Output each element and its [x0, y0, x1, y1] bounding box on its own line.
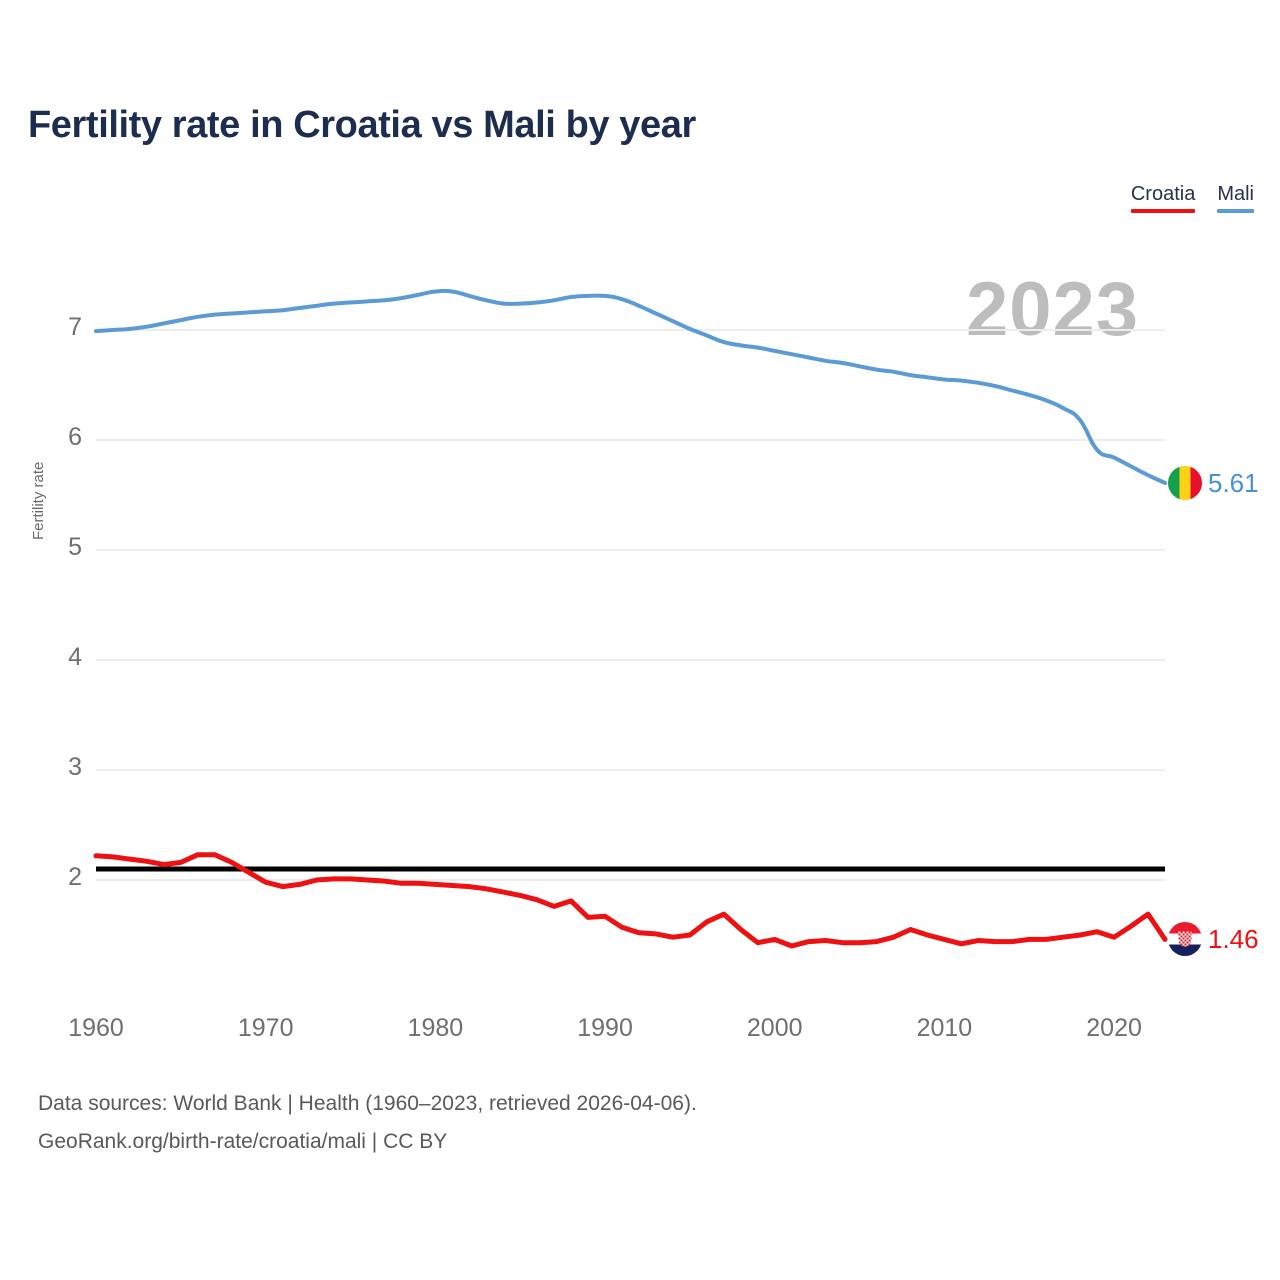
- x-tick-label: 1990: [577, 1014, 633, 1042]
- legend-item-croatia[interactable]: Croatia: [1130, 183, 1196, 213]
- latest-year-watermark: 2023: [966, 267, 1140, 352]
- x-tick-label: 2000: [746, 1014, 803, 1042]
- legend-item-mali[interactable]: Mali: [1217, 183, 1254, 213]
- y-tick-label: 7: [68, 313, 82, 341]
- chart-legend: Croatia Mali: [1130, 183, 1254, 213]
- y-tick-label: 4: [68, 643, 82, 671]
- endpoint-marker-mali[interactable]: 5.61: [1168, 465, 1259, 500]
- y-tick-label: 2: [68, 863, 82, 891]
- footer-attribution: Data sources: World Bank | Health (1960–…: [38, 1085, 697, 1161]
- series-line-croatia[interactable]: [93, 852, 1168, 949]
- croatia-flag-icon: [1168, 922, 1202, 957]
- footer-url-license: GeoRank.org/birth-rate/croatia/mali | CC…: [38, 1130, 448, 1153]
- x-tick-label: 1980: [407, 1014, 464, 1042]
- endpoint-marker-croatia[interactable]: 1.46: [1168, 922, 1259, 957]
- x-tick-label: 2020: [1086, 1014, 1142, 1042]
- footer-data-sources: Data sources: World Bank | Health (1960–…: [38, 1092, 697, 1115]
- x-tick-label: 2010: [916, 1014, 973, 1042]
- croatia-coat-of-arms-icon: [1178, 931, 1192, 947]
- x-tick-label: 1960: [68, 1014, 124, 1042]
- endpoint-value-mali: 5.61: [1208, 467, 1259, 498]
- legend-label-mali: Mali: [1217, 183, 1254, 205]
- legend-swatch-mali: [1217, 209, 1254, 213]
- legend-swatch-croatia: [1130, 209, 1196, 213]
- endpoint-value-croatia: 1.46: [1208, 924, 1259, 955]
- y-tick-label: 5: [68, 533, 82, 561]
- page-title: Fertility rate in Croatia vs Mali by yea…: [28, 104, 696, 146]
- y-tick-label: 3: [68, 753, 82, 781]
- x-tick-label: 1970: [237, 1014, 294, 1042]
- mali-flag-icon: [1168, 465, 1202, 500]
- series-line-mali[interactable]: [94, 288, 1167, 485]
- y-tick-label: 6: [68, 423, 82, 451]
- legend-label-croatia: Croatia: [1130, 183, 1196, 205]
